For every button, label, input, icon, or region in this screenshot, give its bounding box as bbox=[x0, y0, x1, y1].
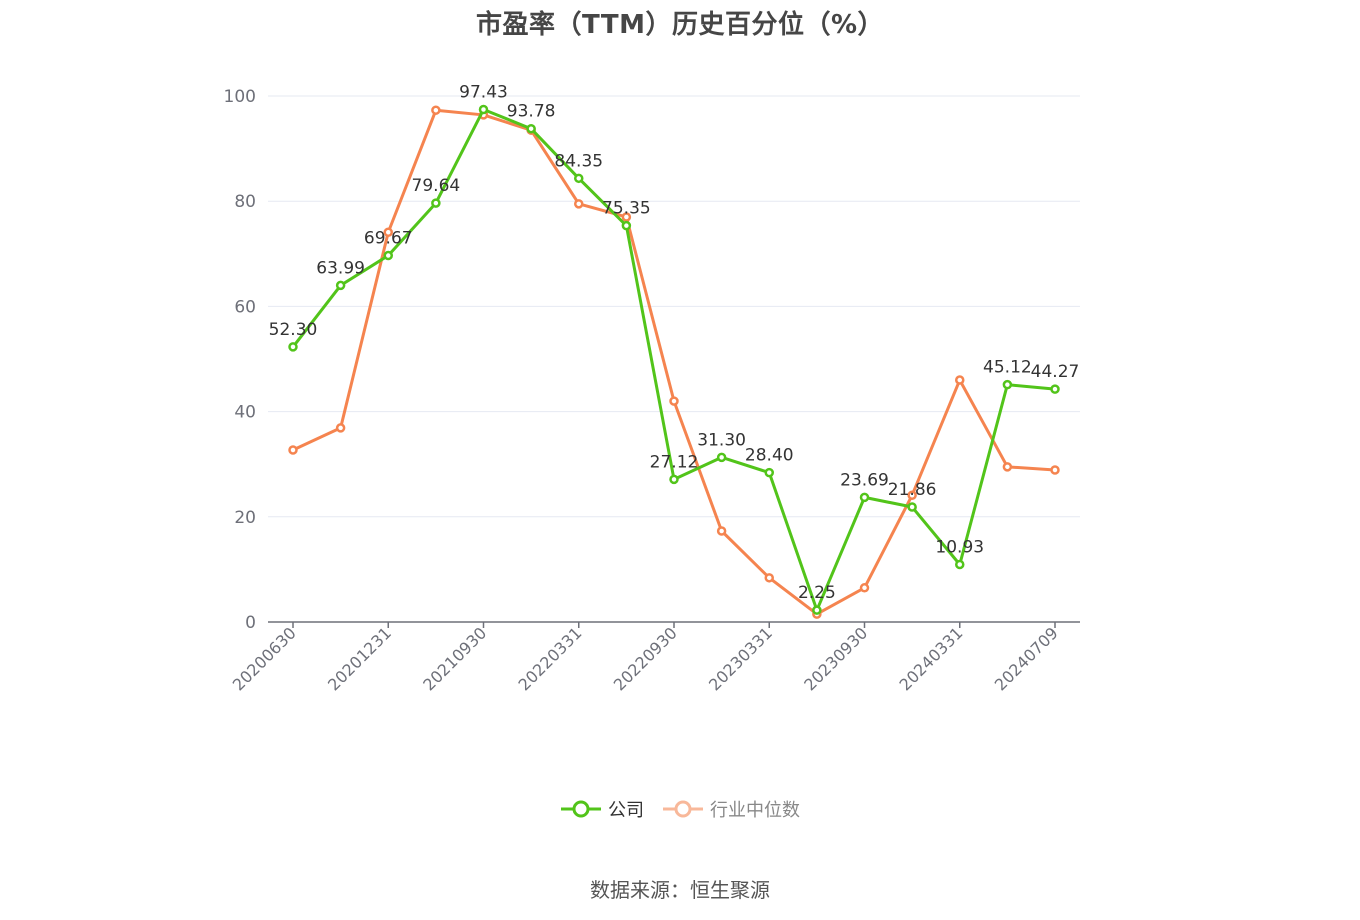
y-tick-label: 80 bbox=[234, 192, 256, 212]
y-tick-label: 60 bbox=[234, 297, 256, 317]
x-tick-label: 20240709 bbox=[991, 623, 1062, 694]
data-point-company[interactable] bbox=[621, 220, 632, 231]
data-point-industry[interactable] bbox=[431, 105, 441, 115]
legend: 公司 行业中位数 bbox=[0, 796, 1360, 822]
data-point-industry[interactable] bbox=[335, 423, 346, 433]
data-point-company[interactable] bbox=[907, 502, 917, 512]
x-tick-label: 20230930 bbox=[800, 623, 871, 694]
data-label: 21.86 bbox=[888, 480, 937, 500]
data-point-company[interactable] bbox=[764, 467, 774, 478]
data-point-company[interactable] bbox=[669, 474, 679, 485]
x-tick-label: 20210930 bbox=[419, 623, 490, 694]
data-point-industry[interactable] bbox=[716, 526, 727, 536]
data-label: 45.12 bbox=[983, 358, 1032, 378]
data-point-industry[interactable] bbox=[669, 396, 679, 406]
chart-title: 市盈率（TTM）历史百分位（%） bbox=[476, 10, 884, 40]
data-point-company[interactable] bbox=[383, 250, 393, 261]
legend-industry-icon bbox=[663, 800, 703, 818]
line-chart: 0 20 40 60 80 100 20200630 20201231 20210930 2022… bbox=[224, 83, 1080, 694]
data-point-company[interactable] bbox=[288, 342, 298, 352]
data-label: 84.35 bbox=[554, 151, 603, 171]
data-point-company[interactable] bbox=[859, 492, 870, 503]
x-tick-label: 20230331 bbox=[705, 623, 776, 694]
data-point-company[interactable] bbox=[526, 123, 536, 134]
data-label: 2.25 bbox=[798, 583, 836, 603]
data-point-industry[interactable] bbox=[574, 199, 584, 209]
legend-label-industry: 行业中位数 bbox=[710, 800, 800, 821]
data-label: 63.99 bbox=[316, 258, 365, 278]
x-tick-label: 20220331 bbox=[515, 623, 586, 694]
data-label: 75.35 bbox=[602, 199, 651, 219]
data-label: 69.67 bbox=[364, 229, 413, 249]
x-tick-label: 20201231 bbox=[324, 623, 395, 694]
data-point-company[interactable] bbox=[574, 173, 584, 184]
data-point-industry[interactable] bbox=[1050, 465, 1060, 475]
data-point-industry[interactable] bbox=[955, 375, 965, 385]
legend-label-company: 公司 bbox=[608, 800, 644, 821]
legend-item-company[interactable]: 公司 bbox=[560, 796, 644, 822]
data-point-industry[interactable] bbox=[907, 490, 917, 500]
legend-item-industry[interactable]: 行业中位数 bbox=[662, 796, 800, 822]
y-tick-label: 100 bbox=[224, 87, 256, 107]
y-tick-label: 40 bbox=[234, 403, 256, 423]
data-label: 31.30 bbox=[697, 430, 746, 450]
data-point-company[interactable] bbox=[1050, 384, 1060, 394]
data-point-company[interactable] bbox=[812, 605, 822, 615]
data-point-company[interactable] bbox=[478, 104, 489, 115]
data-point-company[interactable] bbox=[335, 280, 346, 291]
data-label: 28.40 bbox=[745, 446, 794, 466]
data-point-company[interactable] bbox=[431, 198, 441, 208]
y-tick-label: 0 bbox=[245, 613, 256, 633]
data-point-company[interactable] bbox=[1002, 379, 1013, 390]
data-point-company[interactable] bbox=[955, 559, 965, 570]
data-source: 数据来源：恒生聚源 bbox=[590, 878, 770, 902]
data-point-industry[interactable] bbox=[621, 212, 632, 222]
y-tick-label: 20 bbox=[234, 508, 256, 528]
data-label: 97.43 bbox=[459, 83, 508, 103]
legend-company-icon bbox=[561, 800, 601, 818]
data-point-industry[interactable] bbox=[1002, 462, 1013, 472]
x-tick-label: 20240331 bbox=[896, 623, 967, 694]
data-label: 10.93 bbox=[935, 538, 984, 558]
data-label: 79.64 bbox=[412, 176, 461, 196]
x-tick-label: 20220930 bbox=[610, 623, 681, 694]
data-label: 52.30 bbox=[269, 320, 318, 340]
data-point-industry[interactable] bbox=[383, 227, 393, 237]
data-point-industry[interactable] bbox=[288, 445, 298, 455]
data-label: 44.27 bbox=[1031, 362, 1080, 382]
data-label: 93.78 bbox=[507, 102, 556, 122]
x-tick-label: 20200630 bbox=[229, 623, 300, 694]
data-point-company[interactable] bbox=[716, 452, 727, 463]
data-label: 23.69 bbox=[840, 470, 889, 490]
data-point-industry[interactable] bbox=[764, 573, 774, 583]
data-label: 27.12 bbox=[650, 452, 699, 472]
data-point-industry[interactable] bbox=[859, 583, 870, 593]
